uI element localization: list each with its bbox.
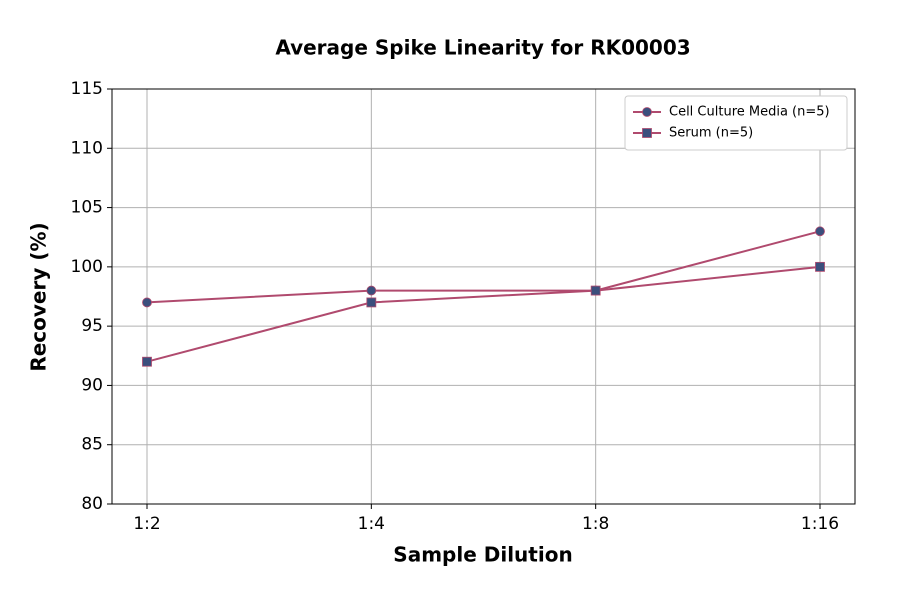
series-line [146,230,821,304]
y-tick-label: 80 [81,494,103,514]
y-axis-label: Recovery (%) [27,222,51,371]
legend: Cell Culture Media (n=5) Serum (n=5) [624,95,848,151]
x-tick-label: 1:16 [801,514,839,534]
y-tick-label: 110 [71,138,103,158]
marker [590,285,601,296]
legend-box [624,95,848,151]
marker [642,107,652,117]
marker [815,261,825,272]
series-line [146,265,821,363]
legend-label: Cell Culture Media (n=5) [669,105,830,120]
plot-frame [111,88,856,505]
legend-label: Serum (n=5) [669,126,753,141]
y-tick-label: 115 [71,79,103,99]
marker [366,297,377,308]
x-tick-label: 1:4 [358,514,385,534]
chart-title: Average Spike Linearity for RK00003 [275,36,690,60]
x-tick-label: 1:2 [133,514,160,534]
y-tick-label: 90 [81,375,103,395]
y-tick-label: 85 [81,435,103,455]
marker [366,285,377,296]
marker [142,356,152,367]
marker [815,226,825,237]
marker [142,297,152,308]
y-tick-label: 95 [81,316,103,336]
x-axis-label: Sample Dilution [393,543,572,567]
y-tick-label: 100 [71,257,103,277]
y-tick-label: 105 [71,198,103,218]
x-tick-label: 1:8 [582,514,609,534]
marker [642,128,652,138]
